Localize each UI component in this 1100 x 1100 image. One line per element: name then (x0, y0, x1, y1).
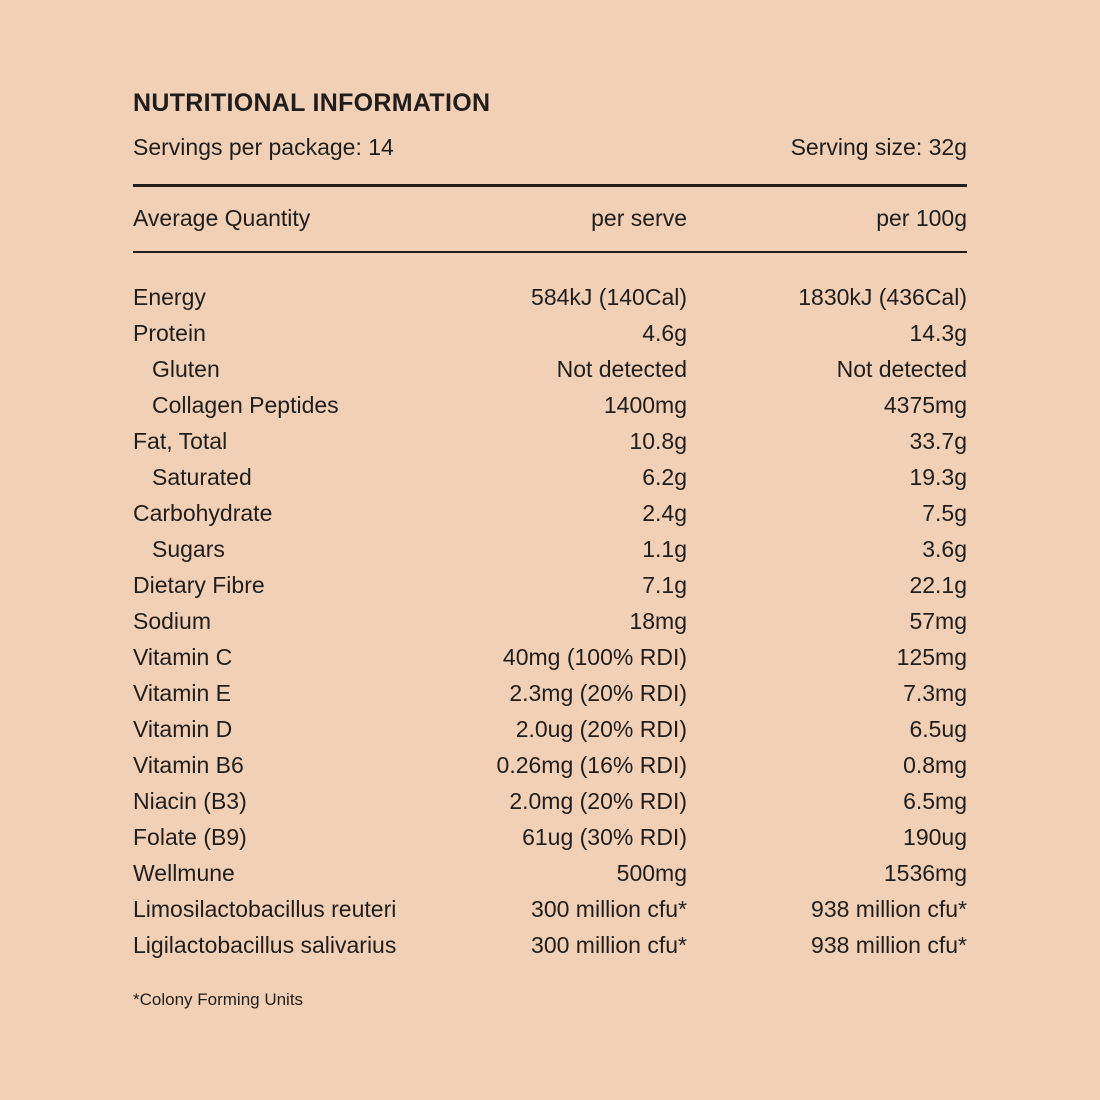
nutrient-label: Vitamin D (133, 716, 233, 742)
per-serve-value: 1.1g (642, 536, 687, 562)
per-serve-value: 0.26mg (16% RDI) (496, 752, 687, 778)
nutrient-label: Collagen Peptides (152, 392, 339, 418)
per-serve-value: 18mg (629, 608, 687, 634)
footnote: *Colony Forming Units (133, 990, 304, 1009)
per-serve-value: 2.0ug (20% RDI) (515, 716, 687, 742)
nutrient-label: Ligilactobacillus salivarius (133, 932, 397, 958)
table-row: Dietary Fibre 7.1g 22.1g (133, 567, 967, 603)
nutrient-label: Vitamin E (133, 680, 232, 706)
table-row: Fat, Total 10.8g 33.7g (133, 423, 967, 459)
nutrient-label: Protein (133, 320, 206, 346)
nutrition-panel: NUTRITIONAL INFORMATION Servings per pac… (133, 0, 967, 1011)
per-100g-value: 125mg (896, 644, 967, 670)
table-row: Collagen Peptides 1400mg 4375mg (133, 387, 967, 423)
per-serve-value: 61ug (30% RDI) (522, 824, 687, 850)
per-serve-value: 300 million cfu* (531, 932, 687, 958)
table-header-row: Average Quantity per serve per 100g (133, 187, 967, 251)
table-row: Carbohydrate 2.4g 7.5g (133, 495, 967, 531)
per-100g-value: 3.6g (922, 536, 967, 562)
nutrient-label: Dietary Fibre (133, 572, 265, 598)
table-row: Energy 584kJ (140Cal) 1830kJ (436Cal) (133, 279, 967, 315)
column-header-per-100g: per 100g (876, 205, 967, 231)
nutrient-label: Fat, Total (133, 428, 228, 454)
per-100g-value: 0.8mg (903, 752, 967, 778)
per-100g-value: 19.3g (909, 464, 967, 490)
nutrient-label: Wellmune (133, 860, 235, 886)
per-serve-value: 584kJ (140Cal) (531, 284, 687, 310)
table-row: Folate (B9) 61ug (30% RDI) 190ug (133, 819, 967, 855)
table-row: Saturated 6.2g 19.3g (133, 459, 967, 495)
table-row: Vitamin B6 0.26mg (16% RDI) 0.8mg (133, 747, 967, 783)
per-serve-value: 2.3mg (20% RDI) (509, 680, 687, 706)
table-row: Vitamin D 2.0ug (20% RDI) 6.5ug (133, 711, 967, 747)
divider-header (133, 250, 967, 253)
nutrient-label: Niacin (B3) (133, 788, 247, 814)
table-row: Gluten Not detected Not detected (133, 351, 967, 387)
servings-row: Servings per package: 14 Serving size: 3… (133, 132, 967, 162)
per-100g-value: 1536mg (883, 860, 967, 886)
per-100g-value: 57mg (909, 608, 967, 634)
per-serve-value: 7.1g (642, 572, 687, 598)
nutrient-label: Folate (B9) (133, 824, 247, 850)
nutrient-table: Energy 584kJ (140Cal) 1830kJ (436Cal) Pr… (133, 279, 967, 963)
table-row: Wellmune 500mg 1536mg (133, 855, 967, 891)
per-serve-value: 40mg (100% RDI) (502, 644, 687, 670)
per-100g-value: 22.1g (909, 572, 967, 598)
per-serve-value: 500mg (616, 860, 687, 886)
table-row: Sodium 18mg 57mg (133, 603, 967, 639)
table-row: Vitamin E 2.3mg (20% RDI) 7.3mg (133, 675, 967, 711)
column-header-per-serve: per serve (591, 205, 687, 231)
per-serve-value: 1400mg (603, 392, 687, 418)
per-100g-value: Not detected (836, 356, 967, 382)
per-serve-value: 2.0mg (20% RDI) (509, 788, 687, 814)
table-row: Limosilactobacillus reuteri 300 million … (133, 891, 967, 927)
per-100g-value: 1830kJ (436Cal) (798, 284, 967, 310)
table-row: Ligilactobacillus salivarius 300 million… (133, 927, 967, 963)
per-100g-value: 7.3mg (903, 680, 967, 706)
table-row: Vitamin C 40mg (100% RDI) 125mg (133, 639, 967, 675)
panel-title: NUTRITIONAL INFORMATION (133, 89, 491, 117)
per-serve-value: 6.2g (642, 464, 687, 490)
per-serve-value: 300 million cfu* (531, 896, 687, 922)
per-100g-value: 938 million cfu* (811, 896, 967, 922)
per-100g-value: 14.3g (909, 320, 967, 346)
per-100g-value: 33.7g (909, 428, 967, 454)
table-row: Protein 4.6g 14.3g (133, 315, 967, 351)
nutrient-label: Energy (133, 284, 206, 310)
table-row: Sugars 1.1g 3.6g (133, 531, 967, 567)
per-100g-value: 4375mg (883, 392, 967, 418)
per-100g-value: 6.5mg (903, 788, 967, 814)
nutrient-label: Sugars (152, 536, 225, 562)
per-100g-value: 7.5g (922, 500, 967, 526)
nutrient-label: Carbohydrate (133, 500, 273, 526)
per-serve-value: 10.8g (629, 428, 687, 454)
nutrient-label: Limosilactobacillus reuteri (133, 896, 397, 922)
divider-top (133, 184, 967, 187)
nutrient-label: Sodium (133, 608, 211, 634)
per-serve-value: 4.6g (642, 320, 687, 346)
nutrient-label: Saturated (152, 464, 252, 490)
nutrient-label: Vitamin B6 (133, 752, 244, 778)
per-serve-value: Not detected (556, 356, 687, 382)
servings-per-package: Servings per package: 14 (133, 134, 394, 160)
per-serve-value: 2.4g (642, 500, 687, 526)
per-100g-value: 938 million cfu* (811, 932, 967, 958)
nutrient-label: Vitamin C (133, 644, 233, 670)
nutrient-label: Gluten (152, 356, 220, 382)
serving-size: Serving size: 32g (790, 134, 967, 160)
per-100g-value: 190ug (903, 824, 967, 850)
table-row: Niacin (B3) 2.0mg (20% RDI) 6.5mg (133, 783, 967, 819)
column-header-average-quantity: Average Quantity (133, 205, 311, 231)
per-100g-value: 6.5ug (909, 716, 967, 742)
